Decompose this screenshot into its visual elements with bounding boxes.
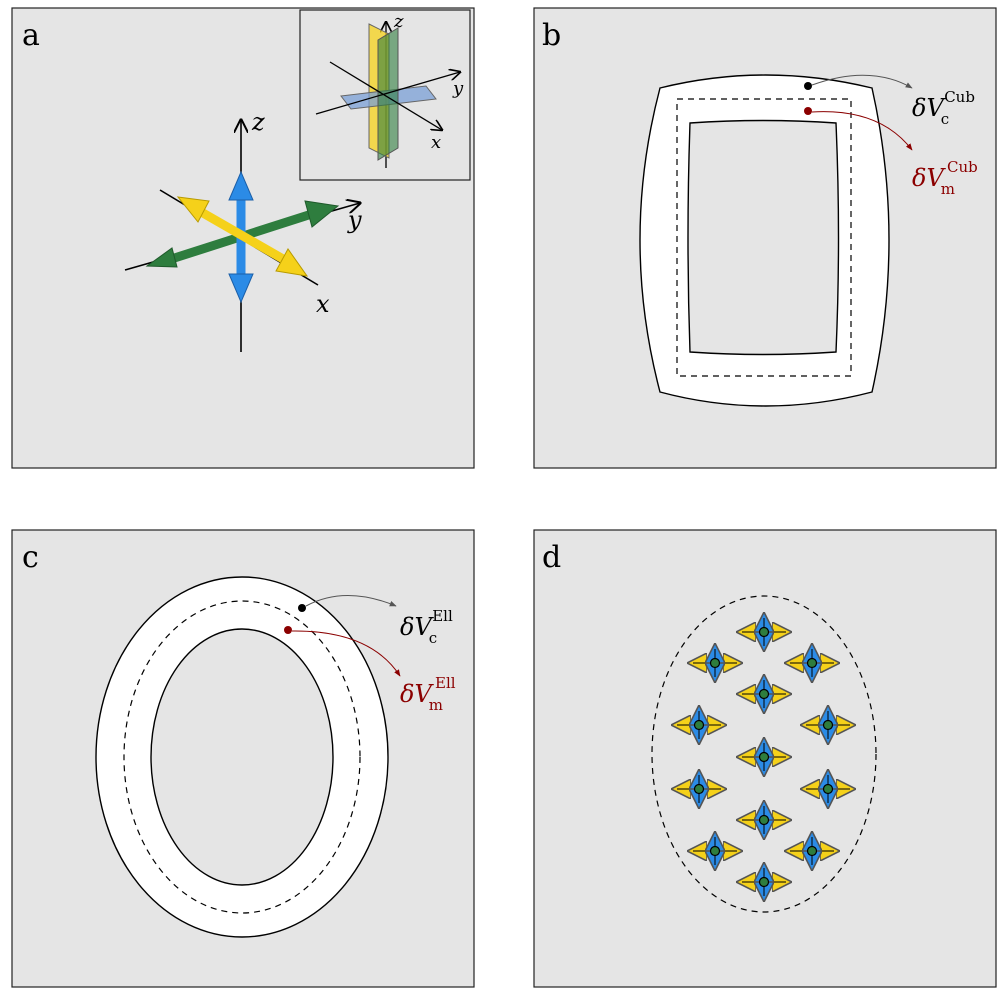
ellipsoid-label-c: δVcEll <box>400 607 453 647</box>
cuboid-label-m: δVmCub <box>912 158 978 198</box>
inset-z-label: z <box>393 11 404 32</box>
ellipsoid-arrow-c <box>305 595 397 607</box>
force-cross <box>740 866 788 898</box>
node-dot <box>758 751 770 763</box>
force-cross <box>691 647 739 679</box>
force-cross <box>740 678 788 710</box>
node-dot <box>758 876 770 888</box>
node-dot <box>693 783 705 795</box>
cuboid-arrow-c <box>811 74 913 89</box>
cuboid-arrow-m <box>811 111 913 151</box>
panel-d: d <box>533 529 997 988</box>
inset-planes: z y x <box>299 9 471 181</box>
cuboid-label-c: δVcCub <box>912 88 975 128</box>
node-dot <box>709 845 721 857</box>
inset-green-plane <box>377 27 399 161</box>
force-cross <box>740 616 788 648</box>
ellipsoid-inner-hole <box>150 628 334 886</box>
panel-c: c δVcEll δVmEll <box>11 529 475 988</box>
inset-x-axis <box>329 61 442 130</box>
panel-c-letter: c <box>22 540 39 575</box>
ellipsoid-point-m <box>284 626 292 634</box>
node-dot <box>806 657 818 669</box>
panel-d-letter: d <box>542 540 561 575</box>
ellipsoid-boundary-dashed <box>651 595 877 913</box>
node-dot <box>693 719 705 731</box>
cuboid-point-c <box>804 82 812 90</box>
ellipsoid-arrow-m <box>291 630 401 677</box>
node-dot <box>822 783 834 795</box>
x-axis-yellow-arrow <box>176 196 309 277</box>
node-dot <box>822 719 834 731</box>
force-cross <box>788 647 836 679</box>
force-cross <box>788 835 836 867</box>
panel-a: a z y x <box>11 7 475 469</box>
inset-x-label: x <box>431 132 441 153</box>
force-crosses <box>675 616 852 898</box>
ellipsoid-label-m: δVmEll <box>400 674 456 714</box>
ellipsoid-midline-dashed <box>123 600 361 914</box>
force-cross <box>804 773 852 805</box>
cuboid-point-m <box>804 107 812 115</box>
node-dot <box>758 626 770 638</box>
cuboid-midline-dashed <box>676 98 852 377</box>
panel-b: b δVcCub δVmCub <box>533 7 997 469</box>
force-cross <box>740 804 788 836</box>
cuboid-inner-hole <box>687 119 840 356</box>
force-cross <box>675 773 723 805</box>
x-axis-label: x <box>316 290 330 318</box>
node-dot <box>709 657 721 669</box>
ellipsoid-point-c <box>298 604 306 612</box>
force-cross <box>804 709 852 741</box>
node-dot <box>758 814 770 826</box>
force-cross <box>675 709 723 741</box>
node-dot <box>758 688 770 700</box>
z-axis-label: z <box>251 108 265 136</box>
inset-y-axis <box>315 72 460 115</box>
force-cross <box>691 835 739 867</box>
force-cross <box>740 741 788 773</box>
panel-a-letter: a <box>22 18 40 53</box>
node-dot <box>806 845 818 857</box>
panel-b-letter: b <box>542 18 561 53</box>
y-axis-label: y <box>347 206 362 234</box>
inset-y-label: y <box>452 78 464 99</box>
